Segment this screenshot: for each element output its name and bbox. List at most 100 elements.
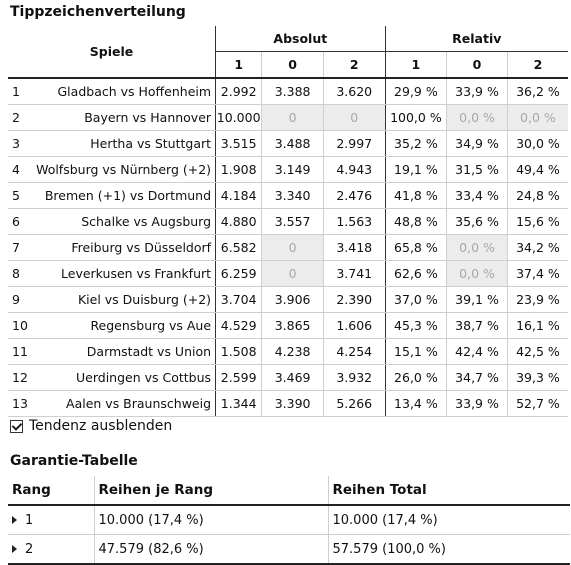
rel-1: 26,0 % (384, 364, 447, 391)
header-reihen-total: Reihen Total (327, 476, 570, 506)
rel-0: 34,7 % (446, 364, 508, 391)
rel-0: 0,0 % (446, 234, 508, 261)
expand-triangle-icon[interactable] (12, 515, 17, 524)
row-number: 12 (8, 364, 29, 391)
match-teams: Gladbach vs Hoffenheim (28, 78, 216, 105)
rel-1: 37,0 % (384, 286, 447, 313)
abs-2: 4.254 (322, 338, 386, 365)
rang-value: 1 (25, 512, 34, 528)
header-abs-0: 0 (261, 51, 324, 79)
row-number: 6 (8, 208, 29, 235)
header-rel-0: 0 (446, 51, 508, 79)
abs-0: 3.469 (261, 364, 324, 391)
reihen-total-cell: 57.579 (100,0 %) (327, 534, 570, 565)
abs-1: 1.508 (215, 338, 262, 365)
match-teams: Schalke vs Augsburg (28, 208, 216, 235)
table-row: 1 Gladbach vs Hoffenheim 2.992 3.388 3.620 29… (8, 78, 568, 105)
abs-2: 1.563 (322, 208, 386, 235)
rel-2: 30,0 % (506, 130, 568, 157)
abs-0: 3.488 (261, 130, 324, 157)
abs-1: 10.000 (215, 104, 262, 131)
header-reihen-je-rang: Reihen je Rang (93, 476, 328, 506)
abs-0: 3.388 (261, 78, 324, 105)
match-teams: Bayern vs Hannover (28, 104, 216, 131)
abs-1: 2.599 (215, 364, 262, 391)
distribution-table: Spiele Absolut Relativ 1 0 2 1 0 2 1 Glad… (8, 26, 568, 417)
table-row: 12 Uerdingen vs Cottbus 2.599 3.469 3.932 26,… (8, 364, 568, 391)
match-teams: Hertha vs Stuttgart (28, 130, 216, 157)
rel-1: 13,4 % (384, 390, 447, 417)
header-absolut: Absolut (215, 26, 386, 52)
rel-2: 52,7 % (506, 390, 568, 417)
abs-2: 5.266 (322, 390, 386, 417)
rel-0: 34,9 % (446, 130, 508, 157)
expand-triangle-icon[interactable] (12, 544, 17, 553)
table-row: 7 Freiburg vs Düsseldorf 6.582 0 3.418 65,8 %… (8, 234, 568, 261)
rel-1: 65,8 % (384, 234, 447, 261)
table-row: 13 Aalen vs Braunschweig 1.344 3.390 5.266 13… (8, 390, 568, 417)
match-teams: Leverkusen vs Frankfurt (28, 260, 216, 287)
abs-1: 4.184 (215, 182, 262, 209)
row-number: 7 (8, 234, 29, 261)
abs-0: 3.557 (261, 208, 324, 235)
abs-0: 3.340 (261, 182, 324, 209)
rel-2: 49,4 % (506, 156, 568, 183)
abs-1: 4.880 (215, 208, 262, 235)
rel-1: 45,3 % (384, 312, 447, 339)
rel-0: 35,6 % (446, 208, 508, 235)
table-row: 2 Bayern vs Hannover 10.000 0 0 100,0 % 0,0 % 0… (8, 104, 568, 131)
abs-2: 2.997 (322, 130, 386, 157)
rel-2: 15,6 % (506, 208, 568, 235)
hide-tendency-checkbox[interactable] (10, 419, 23, 433)
rel-0: 33,9 % (446, 390, 508, 417)
match-teams: Aalen vs Braunschweig (28, 390, 216, 417)
match-teams: Kiel vs Duisburg (+2) (28, 286, 216, 313)
rel-1: 41,8 % (384, 182, 447, 209)
rel-2: 34,2 % (506, 234, 568, 261)
row-number: 13 (8, 390, 29, 417)
row-number: 4 (8, 156, 29, 183)
match-teams: Bremen (+1) vs Dortmund (28, 182, 216, 209)
rang-cell[interactable]: 2 (8, 534, 94, 565)
garantie-row[interactable]: 1 10.000 (17,4 %) 10.000 (17,4 %) (8, 505, 570, 535)
row-number: 2 (8, 104, 29, 131)
rel-2: 16,1 % (506, 312, 568, 339)
table-row: 10 Regensburg vs Aue 4.529 3.865 1.606 45,3 %… (8, 312, 568, 339)
rel-1: 100,0 % (384, 104, 447, 131)
rang-cell[interactable]: 1 (8, 505, 94, 535)
hide-tendency-option[interactable]: Tendenz ausblenden (10, 418, 172, 434)
row-number: 8 (8, 260, 29, 287)
abs-1: 3.704 (215, 286, 262, 313)
rel-2: 23,9 % (506, 286, 568, 313)
match-teams: Darmstadt vs Union (28, 338, 216, 365)
abs-2: 0 (322, 104, 386, 131)
rel-0: 42,4 % (446, 338, 508, 365)
abs-2: 2.390 (322, 286, 386, 313)
match-teams: Uerdingen vs Cottbus (28, 364, 216, 391)
table-row: 11 Darmstadt vs Union 1.508 4.238 4.254 15,1 … (8, 338, 568, 365)
rel-0: 33,4 % (446, 182, 508, 209)
rel-1: 35,2 % (384, 130, 447, 157)
reihen-je-rang-cell: 47.579 (82,6 %) (93, 534, 328, 565)
rel-1: 62,6 % (384, 260, 447, 287)
rel-0: 31,5 % (446, 156, 508, 183)
match-teams: Freiburg vs Düsseldorf (28, 234, 216, 261)
rel-2: 39,3 % (506, 364, 568, 391)
rel-1: 19,1 % (384, 156, 447, 183)
reihen-total-cell: 10.000 (17,4 %) (327, 505, 570, 535)
abs-1: 6.259 (215, 260, 262, 287)
row-number: 1 (8, 78, 29, 105)
garantie-row[interactable]: 2 47.579 (82,6 %) 57.579 (100,0 %) (8, 534, 570, 565)
rel-1: 15,1 % (384, 338, 447, 365)
row-number: 9 (8, 286, 29, 313)
garantie-title: Garantie-Tabelle (10, 453, 138, 469)
abs-0: 3.390 (261, 390, 324, 417)
header-rang: Rang (8, 476, 94, 506)
abs-2: 3.418 (322, 234, 386, 261)
rel-0: 0,0 % (446, 104, 508, 131)
table-row: 5 Bremen (+1) vs Dortmund 4.184 3.340 2.476 4… (8, 182, 568, 209)
row-number: 3 (8, 130, 29, 157)
abs-0: 4.238 (261, 338, 324, 365)
rel-1: 48,8 % (384, 208, 447, 235)
rel-2: 42,5 % (506, 338, 568, 365)
